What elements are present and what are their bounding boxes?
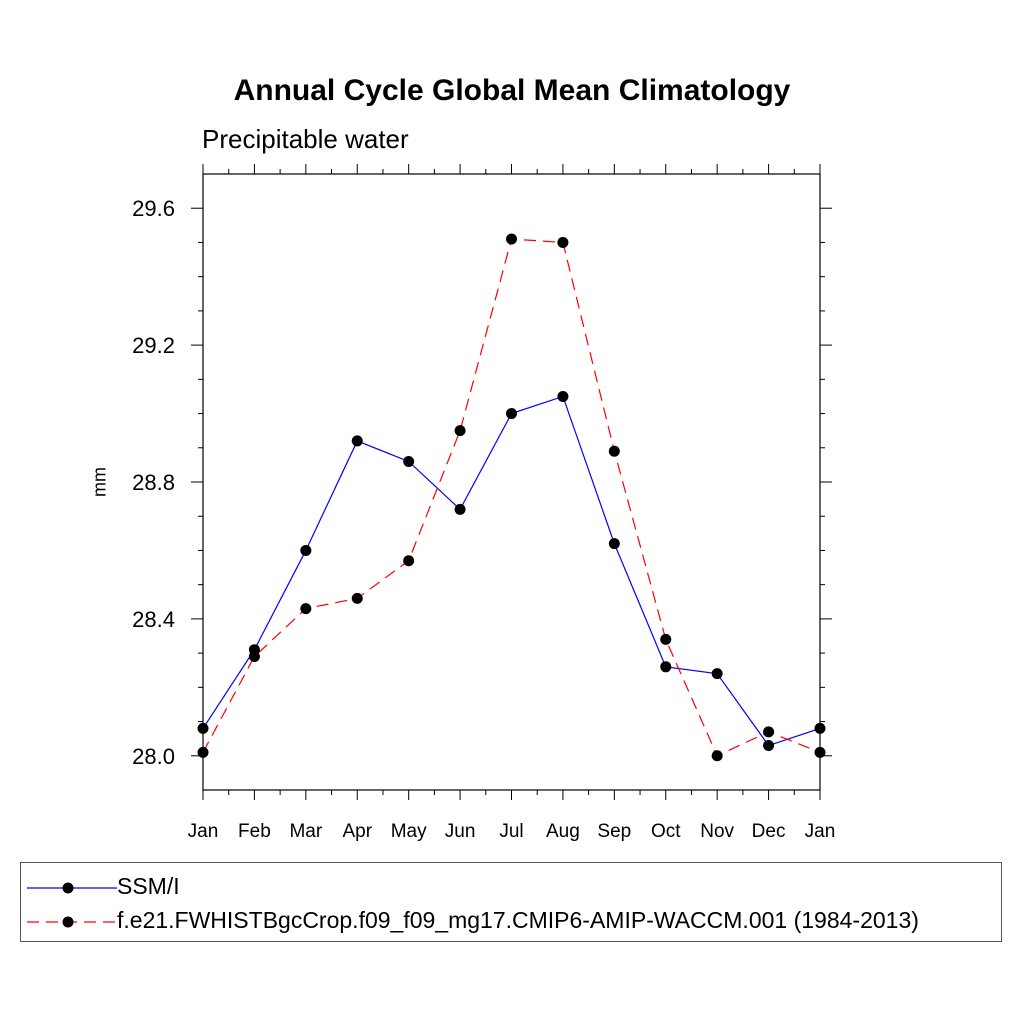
x-tick-label: Feb (238, 821, 271, 842)
x-tick-label: Jan (805, 821, 836, 842)
y-tick-label: 28.0 (132, 744, 175, 769)
series-1-point (454, 425, 466, 437)
legend-label-ssmi: SSM/I (117, 873, 180, 899)
legend: SSM/I f.e21.FWHISTBgcCrop.f09_f09_mg17.C… (20, 862, 1002, 942)
legend-entry-ssmi: SSM/I (21, 870, 1001, 902)
series-0-point (711, 668, 723, 680)
legend-swatch-model (27, 916, 117, 928)
x-tick-label: Mar (289, 821, 322, 842)
series-0-point (557, 390, 569, 402)
series-1-point (248, 651, 260, 663)
x-tick-label: Jan (188, 821, 219, 842)
x-tick-label: Dec (752, 821, 786, 842)
x-tick-label: May (391, 821, 427, 842)
y-tick-label: 29.2 (132, 333, 175, 358)
x-tick-label: Sep (597, 821, 631, 842)
series-0-point (608, 538, 620, 550)
legend-swatch-ssmi (27, 882, 117, 894)
series-1-point (300, 603, 312, 615)
chart-subtitle: Precipitable water (202, 124, 409, 154)
x-tick-label: Oct (651, 821, 681, 842)
x-tick-label: Jul (499, 821, 523, 842)
plot-frame (202, 173, 821, 791)
series-0-point (814, 722, 826, 734)
legend-label-model: f.e21.FWHISTBgcCrop.f09_f09_mg17.CMIP6-A… (117, 907, 919, 933)
series-1-point (403, 555, 415, 567)
series-0-point (763, 740, 775, 752)
series-1-point (197, 746, 209, 758)
x-tick-label: Jun (445, 821, 476, 842)
series-0-point (351, 435, 363, 447)
legend-entry-model: f.e21.FWHISTBgcCrop.f09_f09_mg17.CMIP6-A… (21, 904, 1001, 936)
series-1-point (557, 236, 569, 248)
series-1-point (711, 750, 723, 762)
series-0-point (506, 408, 517, 420)
series-line-0 (202, 395, 821, 747)
series-0-point (454, 503, 466, 515)
series-0-point (300, 544, 312, 556)
series-1-point (814, 746, 826, 758)
series-line-1 (202, 238, 821, 757)
series-1-point (660, 633, 672, 645)
series-0-point (403, 455, 415, 467)
series-1-point (351, 592, 363, 604)
series-1-point (763, 726, 775, 738)
x-tick-label: Apr (342, 821, 372, 842)
y-tick-label: 28.4 (132, 607, 175, 632)
series-1-point (506, 233, 517, 245)
y-tick-label: 29.6 (132, 196, 175, 221)
y-tick-label: 28.8 (132, 470, 175, 495)
series-0-point (660, 661, 672, 673)
x-tick-label: Aug (546, 821, 580, 842)
x-tick-label: Nov (700, 821, 734, 842)
chart-title: Annual Cycle Global Mean Climatology (233, 74, 791, 107)
series-0-point (197, 722, 209, 734)
series-1-point (608, 445, 620, 457)
